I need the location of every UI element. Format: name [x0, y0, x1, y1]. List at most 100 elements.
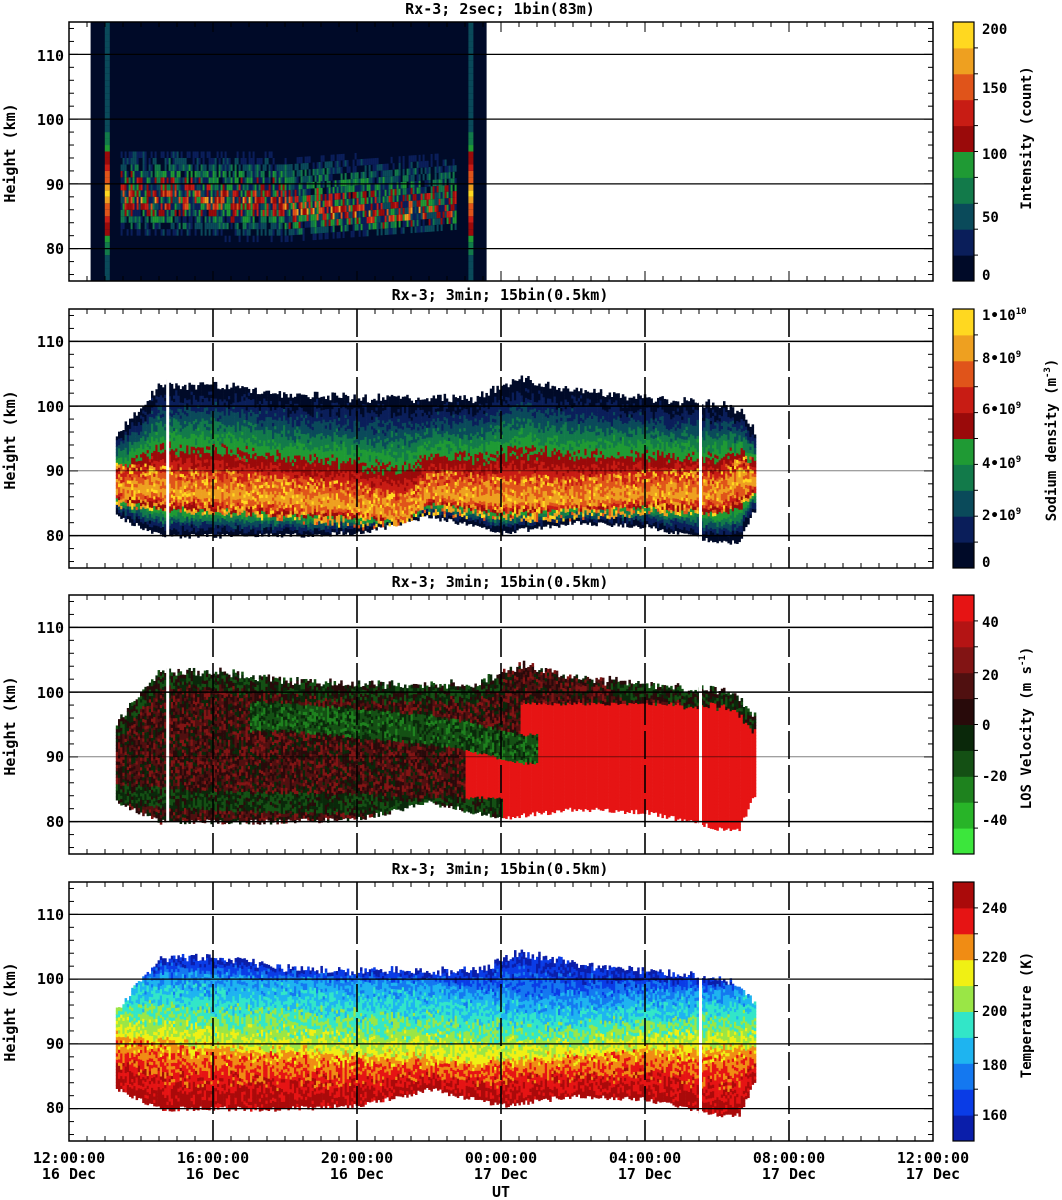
- intensity-cell: [450, 184, 453, 192]
- density-cell: [232, 508, 235, 513]
- density-cell: [208, 481, 211, 486]
- intensity-cell: [146, 222, 149, 230]
- intensity-cell: [424, 160, 427, 168]
- density-cell: [243, 526, 246, 531]
- intensity-cell: [428, 167, 431, 174]
- density-cell: [228, 411, 231, 416]
- intensity-cell: [120, 164, 123, 171]
- intensity-cell: [124, 157, 127, 165]
- intensity-cell: [190, 196, 193, 204]
- density-cell: [274, 480, 277, 485]
- intensity-cell: [194, 203, 197, 210]
- density-cell: [115, 452, 119, 457]
- density-cell: [236, 466, 240, 471]
- intensity-cell: [366, 229, 369, 237]
- density-cell: [170, 500, 174, 505]
- density-cell: [184, 397, 187, 402]
- density-cell: [250, 422, 253, 426]
- intensity-cell: [282, 203, 285, 210]
- density-cell: [241, 424, 244, 429]
- density-cell: [241, 531, 244, 536]
- density-cell: [269, 500, 273, 505]
- density-cell: [234, 431, 238, 436]
- density-cell: [195, 454, 198, 459]
- density-cell: [221, 494, 224, 499]
- intensity-cell: [292, 215, 295, 223]
- density-cell: [250, 454, 253, 459]
- intensity-cell: [414, 155, 417, 162]
- density-cell: [263, 501, 266, 506]
- density-cell: [199, 398, 202, 403]
- intensity-cell: [162, 203, 165, 210]
- intensity-cell: [276, 203, 279, 210]
- density-cell: [254, 458, 257, 463]
- intensity-cell: [122, 216, 125, 223]
- intensity-cell: [122, 183, 125, 191]
- intensity-cell: [338, 154, 341, 161]
- density-cell: [179, 502, 183, 507]
- density-cell: [168, 466, 172, 471]
- density-cell: [245, 493, 249, 498]
- density-cell: [258, 462, 262, 466]
- intensity-cell: [304, 214, 307, 222]
- density-cell: [192, 449, 196, 454]
- density-cell: [221, 426, 224, 431]
- density-cell: [219, 405, 222, 410]
- density-cell: [269, 397, 273, 401]
- density-cell: [133, 522, 136, 527]
- density-cell: [170, 396, 174, 401]
- intensity-cell: [450, 223, 453, 231]
- intensity-cell: [358, 159, 361, 166]
- intensity-cell: [378, 190, 381, 197]
- density-cell: [217, 531, 220, 535]
- density-cell: [168, 479, 172, 484]
- density-cell: [230, 458, 233, 463]
- density-cell: [133, 415, 136, 420]
- intensity-cell: [214, 216, 217, 223]
- density-cell: [155, 479, 158, 484]
- density-cell: [186, 493, 189, 498]
- density-cell: [146, 410, 150, 415]
- density-cell: [184, 475, 187, 480]
- density-cell: [179, 515, 183, 520]
- density-cell: [186, 509, 189, 514]
- density-cell: [137, 453, 141, 458]
- intensity-cell: [234, 190, 237, 197]
- intensity-cell: [388, 202, 391, 209]
- density-cell: [133, 470, 136, 475]
- density-cell: [210, 468, 213, 473]
- density-cell: [151, 484, 154, 489]
- intensity-cell: [284, 190, 287, 197]
- density-cell: [148, 487, 152, 492]
- density-cell: [236, 411, 240, 416]
- density-cell: [146, 504, 150, 509]
- density-cell: [217, 430, 220, 435]
- density-cell: [188, 483, 191, 487]
- intensity-cell: [364, 216, 367, 224]
- density-cell: [269, 455, 273, 460]
- density-cell: [153, 524, 156, 529]
- intensity-cell: [152, 216, 155, 223]
- density-cell: [122, 439, 125, 444]
- density-cell: [228, 492, 231, 497]
- intensity-cell: [194, 196, 197, 204]
- intensity-cell: [140, 170, 143, 178]
- density-cell: [265, 442, 268, 447]
- intensity-cell: [220, 183, 223, 191]
- intensity-cell: [152, 183, 155, 191]
- intensity-cell: [178, 183, 181, 191]
- intensity-cell: [276, 229, 279, 236]
- density-cell: [272, 406, 275, 411]
- density-cell: [247, 421, 251, 426]
- density-cell: [256, 478, 260, 482]
- density-cell: [247, 511, 251, 516]
- density-cell: [201, 401, 205, 406]
- intensity-cell: [328, 219, 331, 227]
- density-cell: [192, 407, 196, 412]
- intensity-cell: [250, 190, 253, 197]
- density-cell: [245, 471, 249, 476]
- density-cell: [225, 423, 229, 428]
- intensity-cell: [302, 208, 305, 215]
- density-cell: [247, 531, 251, 536]
- density-cell: [225, 439, 229, 444]
